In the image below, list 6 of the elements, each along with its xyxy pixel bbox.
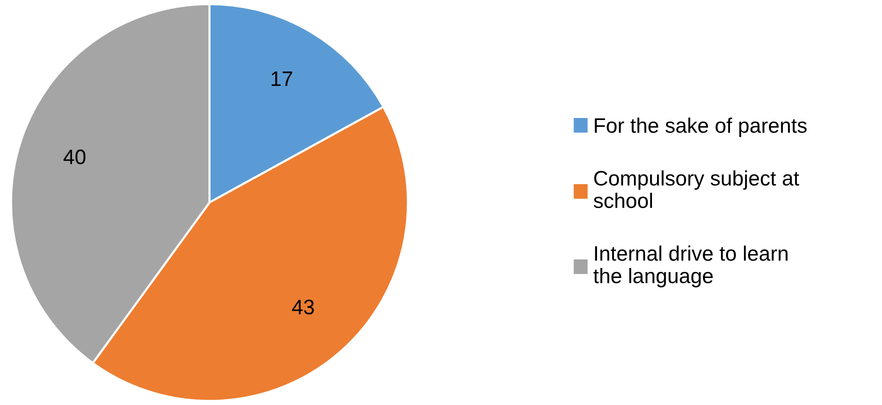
data-label: 40 (64, 150, 86, 164)
data-label: 43 (292, 300, 314, 314)
data-label: 17 (272, 72, 292, 86)
legend-label: For the sake of parents (594, 118, 807, 138)
legend-label: Internal drive to learn the language (593, 246, 788, 288)
legend-label: Compulsory subject at school (594, 170, 800, 208)
